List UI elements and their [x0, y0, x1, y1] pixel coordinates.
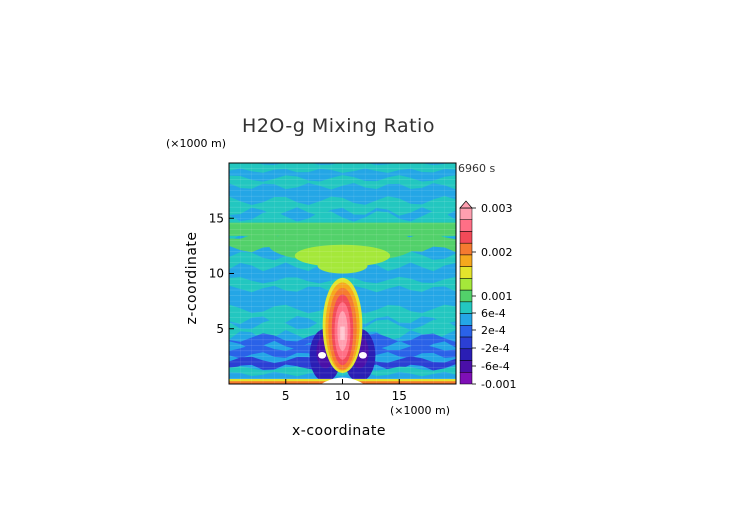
colorbar-swatch: [459, 242, 473, 256]
y-tick-label: 10: [209, 267, 224, 281]
plot-area: [229, 163, 456, 384]
anvil-region: [317, 258, 368, 274]
chart-title: H2O-g Mixing Ratio: [242, 115, 435, 137]
x-tick-label: 15: [392, 389, 407, 403]
anvil-region: [294, 244, 391, 267]
colorbar-swatch: [459, 219, 473, 232]
colorbar-label: -6e-4: [481, 360, 510, 373]
colorbar-swatch: [459, 231, 473, 244]
colorbar-swatch: [459, 289, 473, 303]
colorbar-swatch: [459, 207, 473, 220]
colorbar-swatch: [459, 254, 473, 267]
colorbar-label: 0.001: [481, 290, 513, 303]
y-unit-label: (×1000 m): [166, 137, 227, 150]
colorbar-swatch: [459, 360, 473, 373]
colorbar-label: -0.001: [481, 378, 516, 391]
colorbar: 0.003 0.002 0.001 6e-4 2e-4 -2e-4 -6e-4 -0.001: [459, 200, 516, 391]
colorbar-swatch: [459, 301, 473, 314]
layer-band: [229, 175, 456, 190]
layer-band: [229, 163, 456, 173]
colorbar-swatch: [459, 372, 473, 385]
drying-hole: [318, 351, 327, 359]
colorbar-label: 0.003: [481, 202, 513, 215]
colorbar-swatch: [459, 266, 473, 279]
colorbar-label: 6e-4: [481, 307, 506, 320]
colorbar-extend-arrow: [459, 200, 473, 209]
drying-hole: [358, 351, 367, 359]
x-tick-label: 10: [335, 389, 350, 403]
y-axis-ticks: 5 10 15: [209, 211, 234, 336]
colorbar-swatch: [459, 348, 473, 361]
y-tick-label: 15: [209, 211, 224, 225]
colorbar-swatch: [459, 278, 473, 291]
plume-maximum: [340, 326, 345, 340]
x-axis-ticks: 5 10 15: [282, 379, 407, 403]
x-unit-label: (×1000 m): [390, 404, 451, 417]
colorbar-swatch: [459, 336, 473, 350]
y-tick-label: 5: [216, 322, 224, 336]
colorbar-swatch: [459, 313, 473, 326]
colorbar-label: 2e-4: [481, 324, 506, 337]
time-label: 6960 s: [458, 162, 496, 175]
layer-band: [229, 196, 456, 216]
x-tick-label: 5: [282, 389, 290, 403]
colorbar-label: -2e-4: [481, 342, 510, 355]
colorbar-swatch: [459, 325, 473, 338]
colorbar-label: 0.002: [481, 246, 513, 259]
x-axis-label: x-coordinate: [291, 423, 386, 439]
